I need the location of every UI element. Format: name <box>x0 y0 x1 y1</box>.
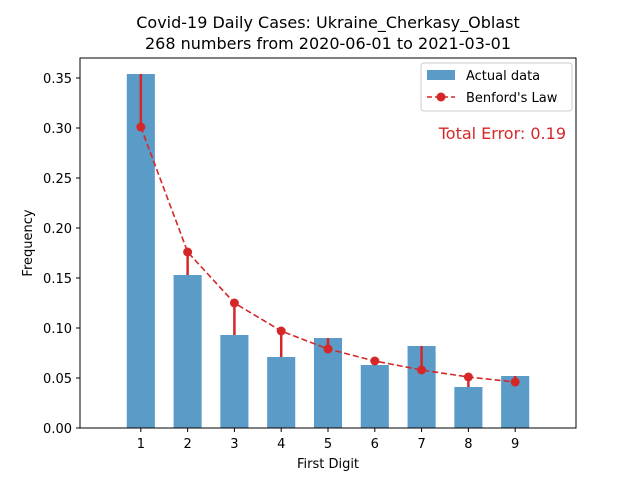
x-tick-label-8: 8 <box>464 437 472 452</box>
x-tick-label-9: 9 <box>511 437 519 452</box>
bar-digit-6 <box>360 365 389 428</box>
chart-subtitle: 268 numbers from 2020-06-01 to 2021-03-0… <box>145 34 511 53</box>
benford-line-layer <box>136 122 520 387</box>
benford-marker-digit-1 <box>136 122 146 132</box>
legend: Actual data Benford's Law <box>420 62 573 112</box>
benford-marker-digit-2 <box>183 247 193 257</box>
y-axis-label: Frequency <box>21 209 36 276</box>
y-tick-label-0.00: 0.00 <box>43 422 72 437</box>
benford-marker-digit-3 <box>229 298 239 308</box>
benford-marker-digit-4 <box>276 326 286 336</box>
x-tick-label-2: 2 <box>183 437 191 452</box>
legend-swatch-actual <box>427 70 455 80</box>
bars-layer <box>126 74 530 428</box>
y-axis: 0.00 0.05 0.10 0.15 0.20 0.25 0.30 0.35 <box>43 72 80 437</box>
legend-frame <box>420 62 573 112</box>
bar-digit-4 <box>267 357 296 428</box>
x-axis: 1 2 3 4 5 6 7 8 9 <box>137 428 519 452</box>
legend-label-benford: Benford's Law <box>466 91 558 106</box>
x-tick-label-7: 7 <box>417 437 425 452</box>
bar-digit-8 <box>454 387 483 428</box>
chart-title: Covid-19 Daily Cases: Ukraine_Cherkasy_O… <box>136 13 520 33</box>
y-tick-label-0.30: 0.30 <box>43 122 72 137</box>
legend-label-actual: Actual data <box>466 69 540 84</box>
y-tick-label-0.35: 0.35 <box>43 72 72 87</box>
benford-marker-digit-7 <box>417 365 427 375</box>
y-tick-label-0.10: 0.10 <box>43 322 72 337</box>
benford-marker-digit-6 <box>370 356 380 366</box>
x-tick-label-1: 1 <box>137 437 145 452</box>
benford-marker-digit-9 <box>510 377 520 387</box>
y-tick-label-0.05: 0.05 <box>43 372 72 387</box>
benford-marker-digit-5 <box>323 344 333 354</box>
x-tick-label-4: 4 <box>277 437 285 452</box>
y-tick-label-0.15: 0.15 <box>43 272 72 287</box>
x-axis-label: First Digit <box>297 457 359 472</box>
x-tick-label-6: 6 <box>371 437 379 452</box>
x-tick-label-3: 3 <box>230 437 238 452</box>
y-tick-label-0.20: 0.20 <box>43 222 72 237</box>
total-error-annotation: Total Error: 0.19 <box>438 124 566 143</box>
bar-digit-1 <box>126 74 155 428</box>
legend-swatch-benford-marker <box>436 92 446 102</box>
bar-digit-2 <box>173 275 202 428</box>
benford-marker-digit-8 <box>463 372 473 382</box>
y-tick-label-0.25: 0.25 <box>43 172 72 187</box>
bar-digit-3 <box>220 335 249 428</box>
x-tick-label-5: 5 <box>324 437 332 452</box>
